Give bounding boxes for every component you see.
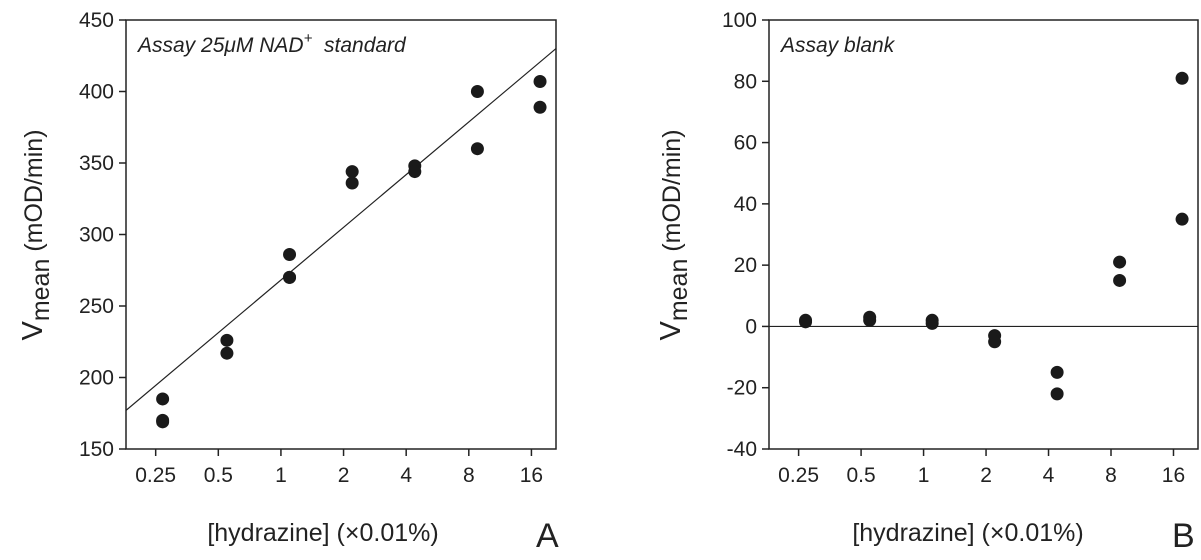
data-point	[220, 346, 234, 360]
x-tick-label: 2	[980, 464, 992, 487]
y-axis-title-main: V	[655, 321, 687, 341]
x-tick-label: 16	[1162, 464, 1185, 487]
data-point	[408, 165, 422, 179]
x-tick-label: 0.5	[846, 464, 875, 487]
annotation-rest: standard	[312, 34, 407, 57]
y-axis-title-main: V	[17, 321, 49, 341]
y-tick-label: -40	[727, 438, 757, 461]
y-tick-label: 300	[79, 224, 114, 247]
annotation-main: Assay 25μM NAD	[136, 34, 304, 57]
y-tick-label: 0	[745, 315, 757, 338]
data-point	[1050, 387, 1064, 401]
data-point	[925, 316, 939, 330]
x-tick-label: 0.25	[778, 464, 819, 487]
data-points	[156, 74, 547, 429]
y-axis-title-subscript: mean	[665, 259, 693, 322]
data-point	[1050, 365, 1064, 379]
x-tick-label: 4	[400, 464, 412, 487]
y-tick-label: 150	[79, 438, 114, 461]
y-tick-label: 250	[79, 295, 114, 318]
y-axis-title-unit: (mOD/min)	[658, 129, 686, 258]
y-tick-label: 80	[734, 70, 757, 93]
x-tick-label: 8	[463, 464, 475, 487]
plot-frame	[125, 19, 557, 450]
annotation-superscript: +	[304, 30, 313, 47]
y-tick-label: 100	[722, 9, 757, 32]
fit-line	[125, 48, 557, 411]
y-tick-label: 200	[79, 367, 114, 390]
data-point	[283, 248, 297, 262]
data-point	[1175, 71, 1189, 85]
panel-label: A	[536, 517, 559, 555]
data-point	[470, 142, 484, 156]
x-tick-label: 0.25	[135, 464, 176, 487]
y-tick-label: 350	[79, 152, 114, 175]
x-axis-ticks: 0.25 0.5 1 2 4 8 16	[135, 449, 543, 487]
y-tick-label: 450	[79, 9, 114, 32]
data-point	[988, 335, 1002, 349]
y-axis-title: Vmean (mOD/min)	[17, 129, 55, 340]
y-axis-ticks: -40 -20 0 20 40 60 80 100	[722, 9, 769, 461]
x-tick-label: 2	[338, 464, 350, 487]
x-tick-label: 16	[520, 464, 543, 487]
y-tick-label: 20	[734, 254, 757, 277]
y-tick-label: 40	[734, 193, 757, 216]
data-point	[1175, 212, 1189, 226]
x-tick-label: 1	[918, 464, 930, 487]
y-axis-title-subscript: mean	[27, 259, 55, 322]
panel-a: 150 200 250 300 350 400 450 0.25 0.5 1 2 4 8 16 Assa…	[17, 9, 559, 555]
y-tick-label: -20	[727, 377, 757, 400]
y-axis-title-unit: (mOD/min)	[20, 129, 48, 258]
y-axis-title: Vmean (mOD/min)	[655, 129, 693, 340]
data-point	[799, 315, 813, 329]
panel-b: -40 -20 0 20 40 60 80 100 0.25 0.5 1 2 4 8 16 Assay b…	[655, 9, 1199, 555]
data-point	[533, 74, 547, 88]
data-point	[1113, 255, 1127, 269]
data-point	[345, 165, 359, 179]
x-axis-title: [hydrazine] (×0.01%)	[852, 519, 1083, 547]
data-point	[533, 100, 547, 114]
data-point	[345, 176, 359, 190]
annotation: Assay 25μM NAD+ standard	[136, 30, 407, 57]
x-tick-label: 8	[1105, 464, 1117, 487]
y-tick-label: 400	[79, 81, 114, 104]
panel-label: B	[1172, 517, 1195, 555]
data-point	[156, 415, 170, 429]
x-tick-label: 0.5	[204, 464, 233, 487]
y-axis-ticks: 150 200 250 300 350 400 450	[79, 9, 126, 461]
x-axis-title: [hydrazine] (×0.01%)	[207, 519, 438, 547]
data-point	[283, 270, 297, 284]
x-axis-ticks: 0.25 0.5 1 2 4 8 16	[778, 449, 1185, 487]
plot-frame	[768, 19, 1199, 450]
data-point	[1113, 273, 1127, 287]
data-point	[220, 333, 234, 347]
fit-line-layer	[125, 48, 557, 411]
data-points	[799, 71, 1189, 401]
data-point	[156, 392, 170, 406]
annotation: Assay blank	[779, 34, 896, 57]
annotation-main: Assay blank	[779, 34, 896, 57]
data-point	[863, 313, 877, 327]
data-point	[470, 85, 484, 98]
x-tick-label: 4	[1043, 464, 1055, 487]
x-tick-label: 1	[275, 464, 287, 487]
y-tick-label: 60	[734, 132, 757, 155]
